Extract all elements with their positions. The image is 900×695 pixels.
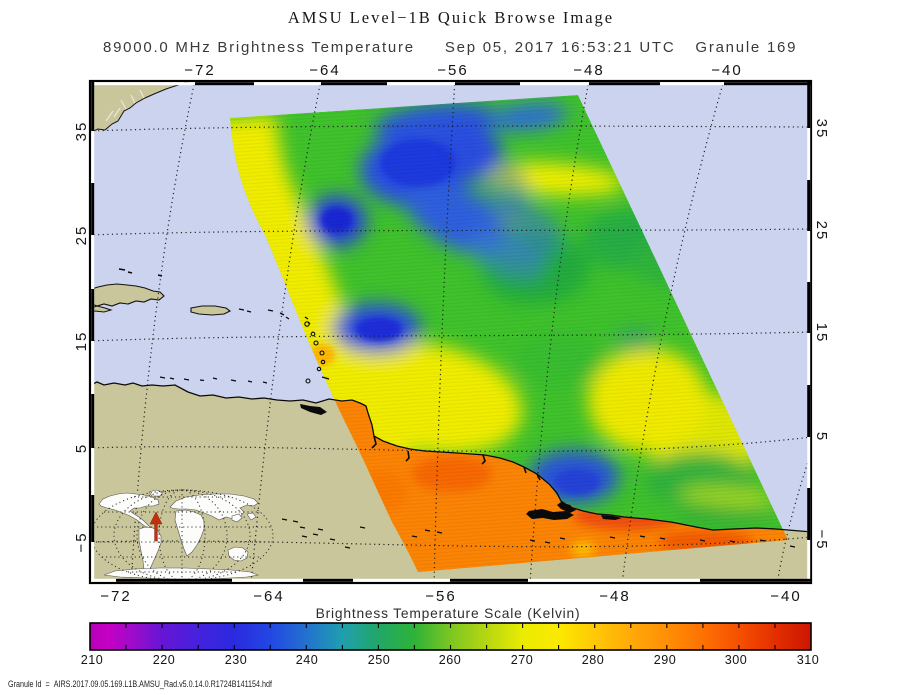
svg-text:−64: −64 xyxy=(253,588,284,605)
svg-text:290: 290 xyxy=(654,653,677,667)
svg-text:−5: −5 xyxy=(813,529,830,550)
svg-text:−64: −64 xyxy=(309,62,340,79)
svg-text:15: 15 xyxy=(813,323,830,344)
svg-text:5: 5 xyxy=(73,443,90,453)
svg-text:220: 220 xyxy=(153,653,176,667)
svg-text:270: 270 xyxy=(511,653,534,667)
svg-text:240: 240 xyxy=(296,653,319,667)
svg-text:−48: −48 xyxy=(573,62,604,79)
svg-text:Granule Id = AIRS.2017.09.05: Granule Id = AIRS.2017.09.05.169.L1B.AMS… xyxy=(8,679,272,690)
svg-text:89000.0 MHz Brightness Tempera: 89000.0 MHz Brightness Temperature Sep 05… xyxy=(103,39,797,56)
svg-text:260: 260 xyxy=(439,653,462,667)
svg-text:300: 300 xyxy=(725,653,748,667)
svg-text:−56: −56 xyxy=(425,588,456,605)
svg-text:−5: −5 xyxy=(73,531,90,552)
svg-text:−48: −48 xyxy=(599,588,630,605)
svg-text:280: 280 xyxy=(582,653,605,667)
svg-text:5: 5 xyxy=(813,432,830,442)
svg-text:35: 35 xyxy=(73,121,90,142)
svg-text:310: 310 xyxy=(797,653,820,667)
svg-text:−56: −56 xyxy=(437,62,468,79)
svg-text:25: 25 xyxy=(73,225,90,246)
svg-text:35: 35 xyxy=(813,119,830,140)
svg-text:210: 210 xyxy=(81,653,104,667)
svg-text:25: 25 xyxy=(813,221,830,242)
svg-text:−40: −40 xyxy=(770,588,801,605)
svg-text:−40: −40 xyxy=(711,62,742,79)
svg-text:250: 250 xyxy=(368,653,391,667)
svg-text:230: 230 xyxy=(225,653,248,667)
svg-text:15: 15 xyxy=(73,331,90,352)
svg-text:−72: −72 xyxy=(100,588,131,605)
svg-text:AMSU Level−1B Quick Browse Ima: AMSU Level−1B Quick Browse Image xyxy=(288,8,614,27)
svg-text:Brightness Temperature Scale (: Brightness Temperature Scale (Kelvin) xyxy=(316,606,581,621)
svg-text:−72: −72 xyxy=(184,62,215,79)
